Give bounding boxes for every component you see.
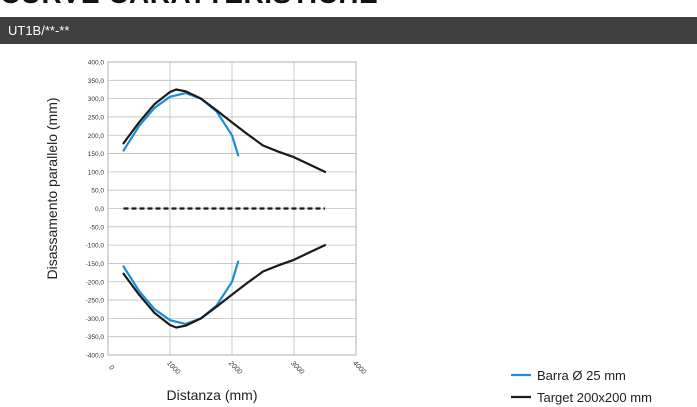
- series-line-1-0: [122, 88, 327, 173]
- series-line-0-0: [122, 92, 240, 157]
- legend-label: Barra Ø 25 mm: [537, 368, 626, 383]
- y-tick-label: 50,0: [91, 188, 104, 195]
- section-title: UT1B/**-**: [8, 23, 70, 38]
- x-tick-label: 4000: [351, 360, 367, 376]
- x-tick-label: 2000: [226, 359, 243, 376]
- y-axis-label: Disassamento parallelo (mm): [44, 97, 60, 279]
- x-axis-label: Distanza (mm): [166, 387, 257, 403]
- x-tick-label: 3000: [289, 360, 305, 376]
- y-tick-label: 150,0: [88, 151, 105, 158]
- x-tick-label: 1000: [165, 360, 181, 376]
- y-tick-label: 250,0: [88, 114, 105, 121]
- y-tick-label: -50,0: [89, 224, 104, 231]
- y-tick-label: 200,0: [88, 133, 105, 140]
- y-tick-label: 350,0: [88, 78, 105, 85]
- y-tick-label: -400,0: [86, 353, 105, 360]
- y-tick-label: 100,0: [88, 169, 105, 176]
- y-tick-label: -150,0: [86, 261, 105, 268]
- y-tick-label: -300,0: [86, 316, 105, 323]
- y-tick-label: 300,0: [88, 96, 105, 103]
- y-tick-label: 400,0: [88, 60, 105, 67]
- legend-label: Target 200x200 mm: [537, 390, 652, 405]
- section-header-bar: UT1B/**-**: [0, 17, 697, 44]
- page-heading: CURVE CARATTERISTICHE: [0, 0, 697, 8]
- y-tick-label: -100,0: [86, 243, 105, 250]
- y-tick-label: -350,0: [86, 334, 105, 341]
- y-tick-label: -200,0: [86, 279, 105, 286]
- y-tick-label: -250,0: [86, 298, 105, 305]
- x-tick-label: 0: [107, 364, 115, 372]
- series-line-1-1: [122, 244, 327, 329]
- series-line-0-1: [122, 260, 240, 325]
- y-tick-label: 0,0: [95, 206, 104, 213]
